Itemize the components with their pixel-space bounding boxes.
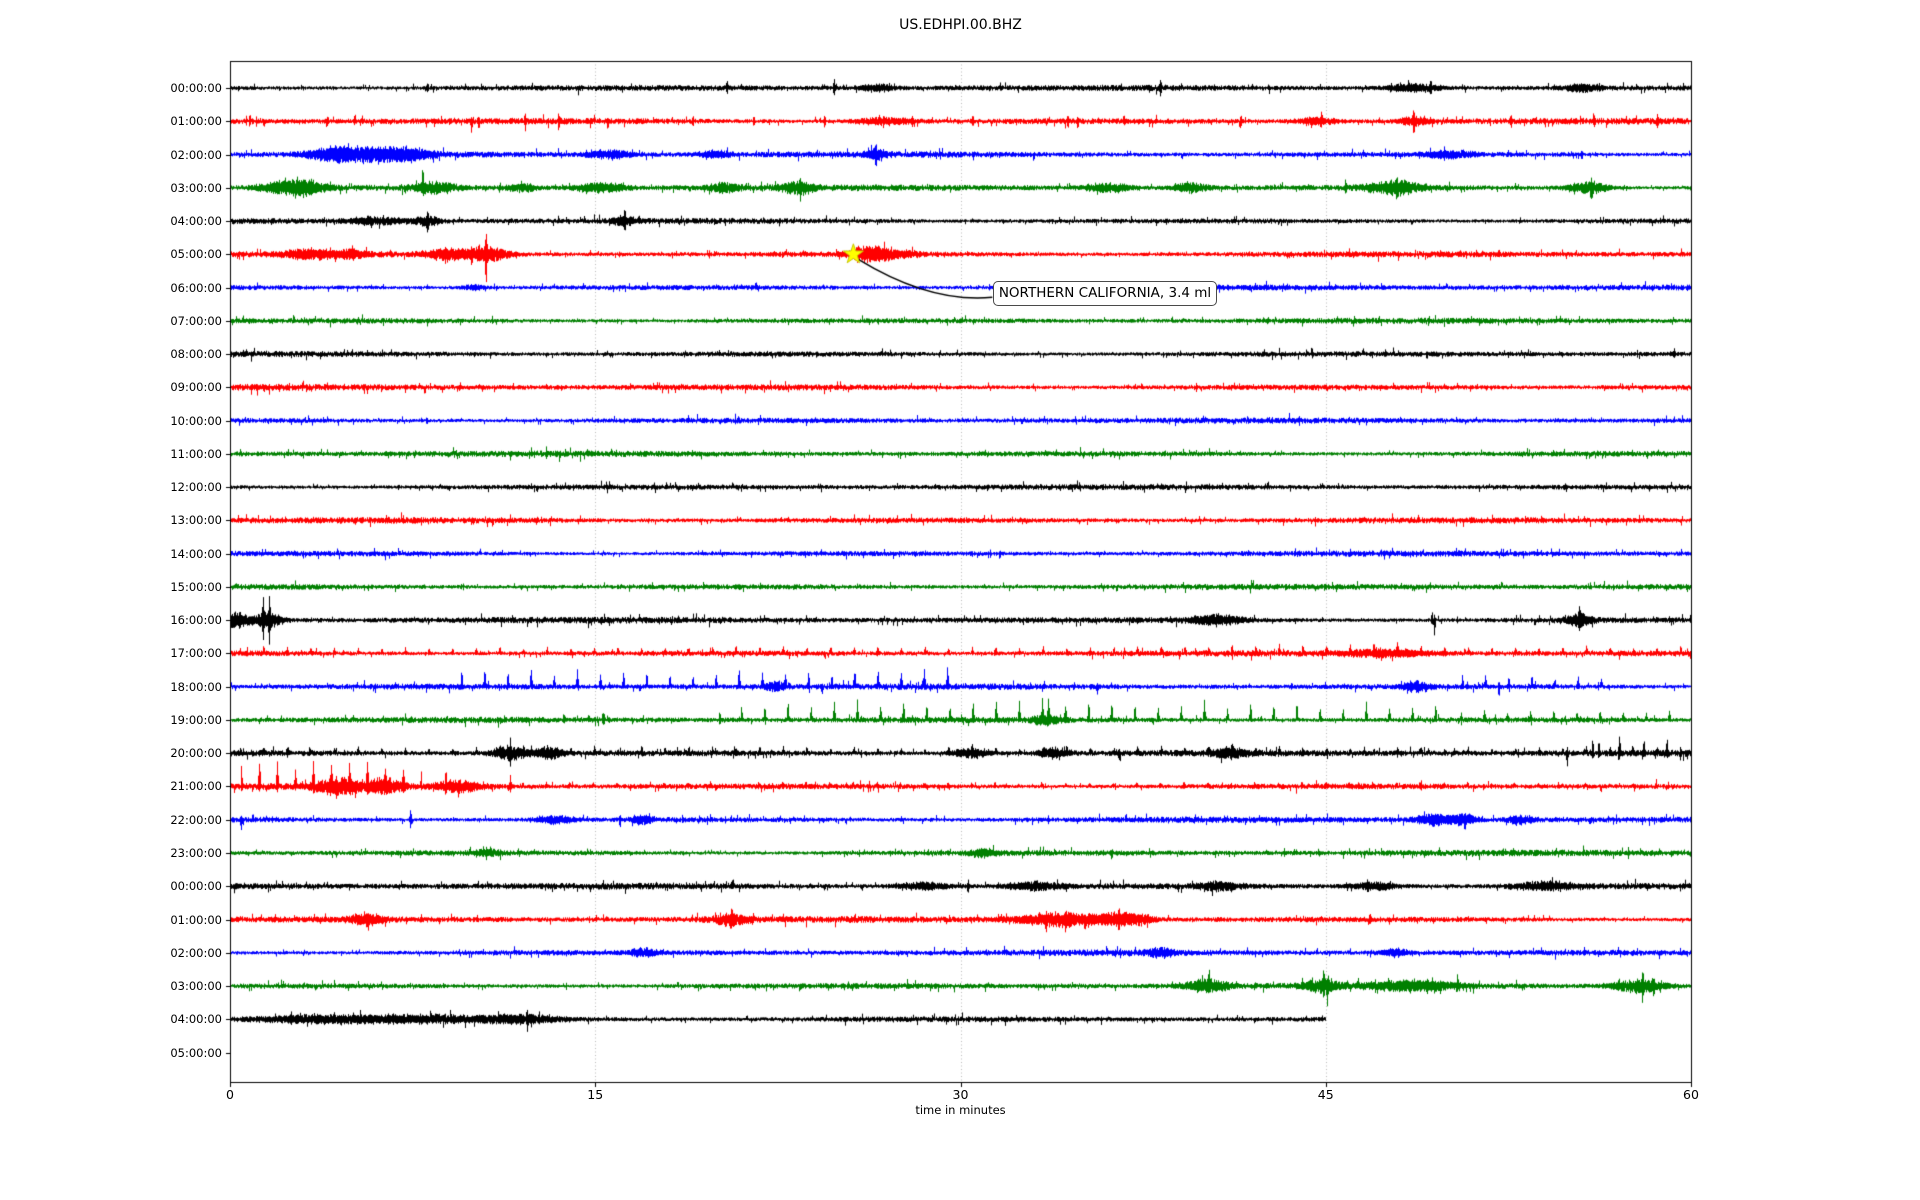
y-tick-label: 02:00:00 <box>170 147 222 162</box>
y-tick-label: 10:00:00 <box>170 413 222 428</box>
y-tick-label: 12:00:00 <box>170 480 222 495</box>
y-tick-label: 03:00:00 <box>170 979 222 994</box>
x-tick-label: 60 <box>1683 1087 1699 1102</box>
y-tick-label: 05:00:00 <box>170 247 222 262</box>
y-tick-label: 01:00:00 <box>170 912 222 927</box>
y-tick-label: 16:00:00 <box>170 613 222 628</box>
x-tick-label: 0 <box>226 1087 234 1102</box>
y-tick-label: 23:00:00 <box>170 845 222 860</box>
x-tick-label: 15 <box>587 1087 604 1102</box>
y-tick-label: 15:00:00 <box>170 579 222 594</box>
y-tick-label: 21:00:00 <box>170 779 222 794</box>
y-tick-label: 00:00:00 <box>170 879 222 894</box>
y-tick-label: 04:00:00 <box>170 1012 222 1027</box>
y-tick-label: 13:00:00 <box>170 513 222 528</box>
x-tick-label: 45 <box>1317 1087 1334 1102</box>
event-annotation: NORTHERN CALIFORNIA, 3.4 ml <box>993 281 1217 306</box>
y-tick-label: 03:00:00 <box>170 180 222 195</box>
plot-title: US.EDHPI.00.BHZ <box>899 17 1022 33</box>
y-tick-label: 22:00:00 <box>170 812 222 827</box>
y-tick-label: 18:00:00 <box>170 679 222 694</box>
y-tick-label: 05:00:00 <box>170 1045 222 1060</box>
x-axis-title: time in minutes <box>915 1103 1006 1117</box>
y-tick-label: 06:00:00 <box>170 280 222 295</box>
y-tick-label: 08:00:00 <box>170 347 222 362</box>
y-tick-label: 07:00:00 <box>170 313 222 328</box>
y-tick-label: 00:00:00 <box>170 81 222 95</box>
y-tick-label: 02:00:00 <box>170 945 222 960</box>
y-tick-label: 01:00:00 <box>170 114 222 129</box>
y-tick-label: 14:00:00 <box>170 546 222 561</box>
x-tick-label: 30 <box>952 1087 969 1102</box>
y-tick-label: 09:00:00 <box>170 380 222 395</box>
y-tick-label: 20:00:00 <box>170 746 222 761</box>
y-tick-label: 11:00:00 <box>170 446 222 461</box>
y-tick-label: 17:00:00 <box>170 646 222 661</box>
y-tick-label: 04:00:00 <box>170 214 222 229</box>
y-tick-label: 19:00:00 <box>170 712 222 727</box>
